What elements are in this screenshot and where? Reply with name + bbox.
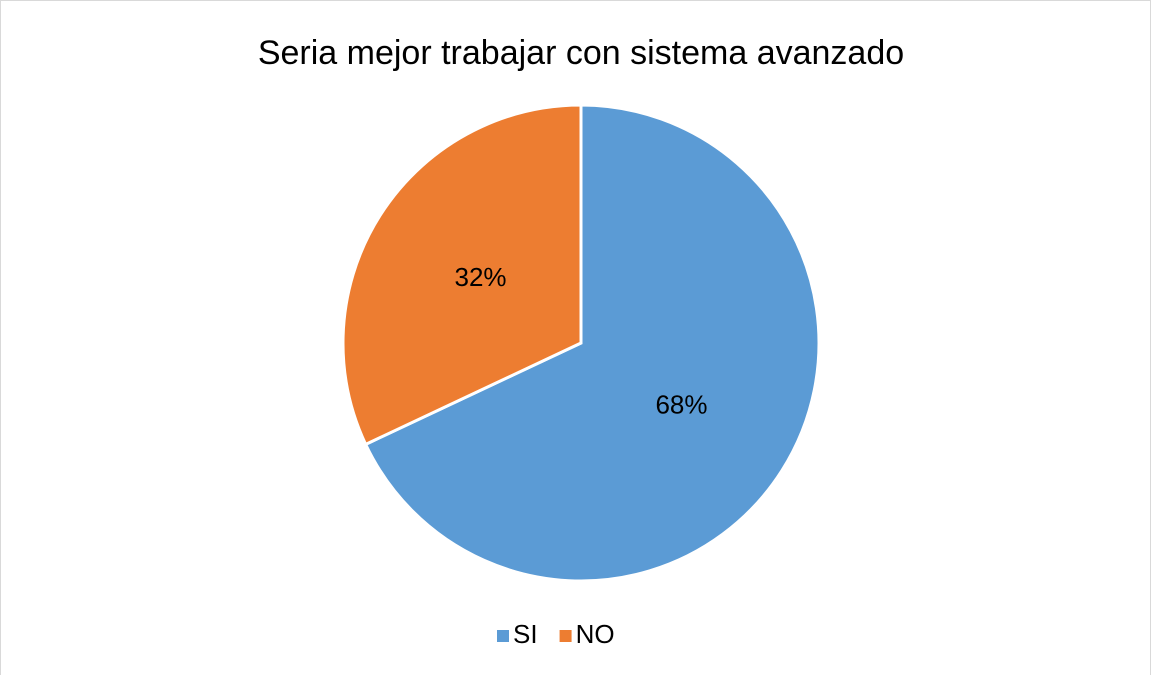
legend-label: SI xyxy=(513,619,538,649)
data-label: 68% xyxy=(655,390,707,420)
data-label: 32% xyxy=(455,262,507,292)
legend-swatch xyxy=(497,630,509,642)
legend-label: NO xyxy=(576,619,615,649)
pie-slice xyxy=(363,103,821,583)
pie-slice xyxy=(341,103,583,447)
legend-swatch xyxy=(559,630,572,642)
chart-title: Seria mejor trabajar con sistema avanzad… xyxy=(258,34,904,72)
